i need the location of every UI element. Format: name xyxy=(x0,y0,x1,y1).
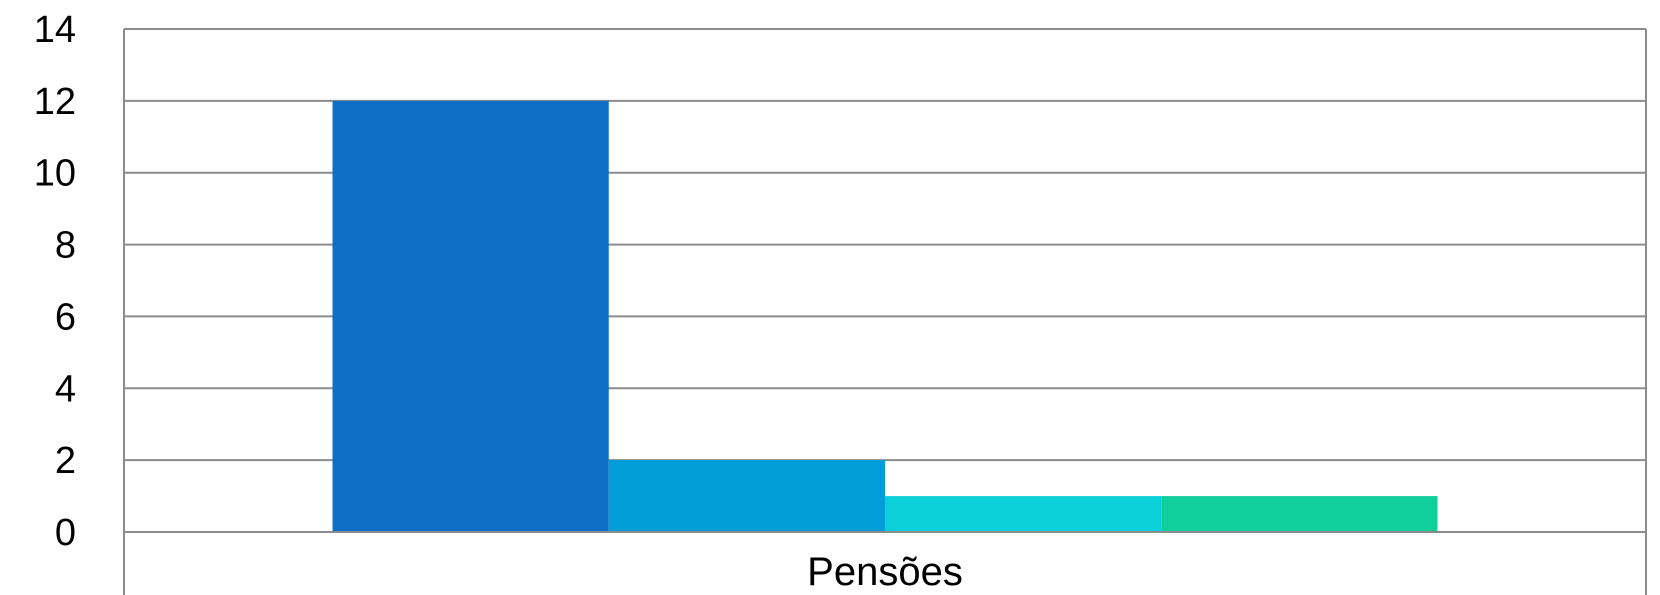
y-tick-label: 6 xyxy=(55,296,76,338)
x-category-label: Pensões xyxy=(807,550,963,594)
x-axis-category-labels: Pensões xyxy=(807,550,963,594)
y-axis-tick-labels: 0 2 4 6 8 10 12 14 xyxy=(34,9,76,554)
y-tick-label: 4 xyxy=(55,368,76,410)
bar-series-2 xyxy=(608,460,885,532)
y-tick-label: 8 xyxy=(55,225,76,267)
axes xyxy=(123,29,1647,595)
y-tick-label: 2 xyxy=(55,440,76,482)
y-tick-label: 14 xyxy=(34,9,76,51)
y-tick-label: 0 xyxy=(55,512,76,554)
bar-series-4 xyxy=(1161,496,1438,532)
bars xyxy=(332,100,1438,532)
y-tick-label: 12 xyxy=(34,81,76,123)
y-tick-label: 10 xyxy=(34,153,76,195)
bar-series-3 xyxy=(885,496,1162,532)
bar-series-1 xyxy=(332,100,609,532)
